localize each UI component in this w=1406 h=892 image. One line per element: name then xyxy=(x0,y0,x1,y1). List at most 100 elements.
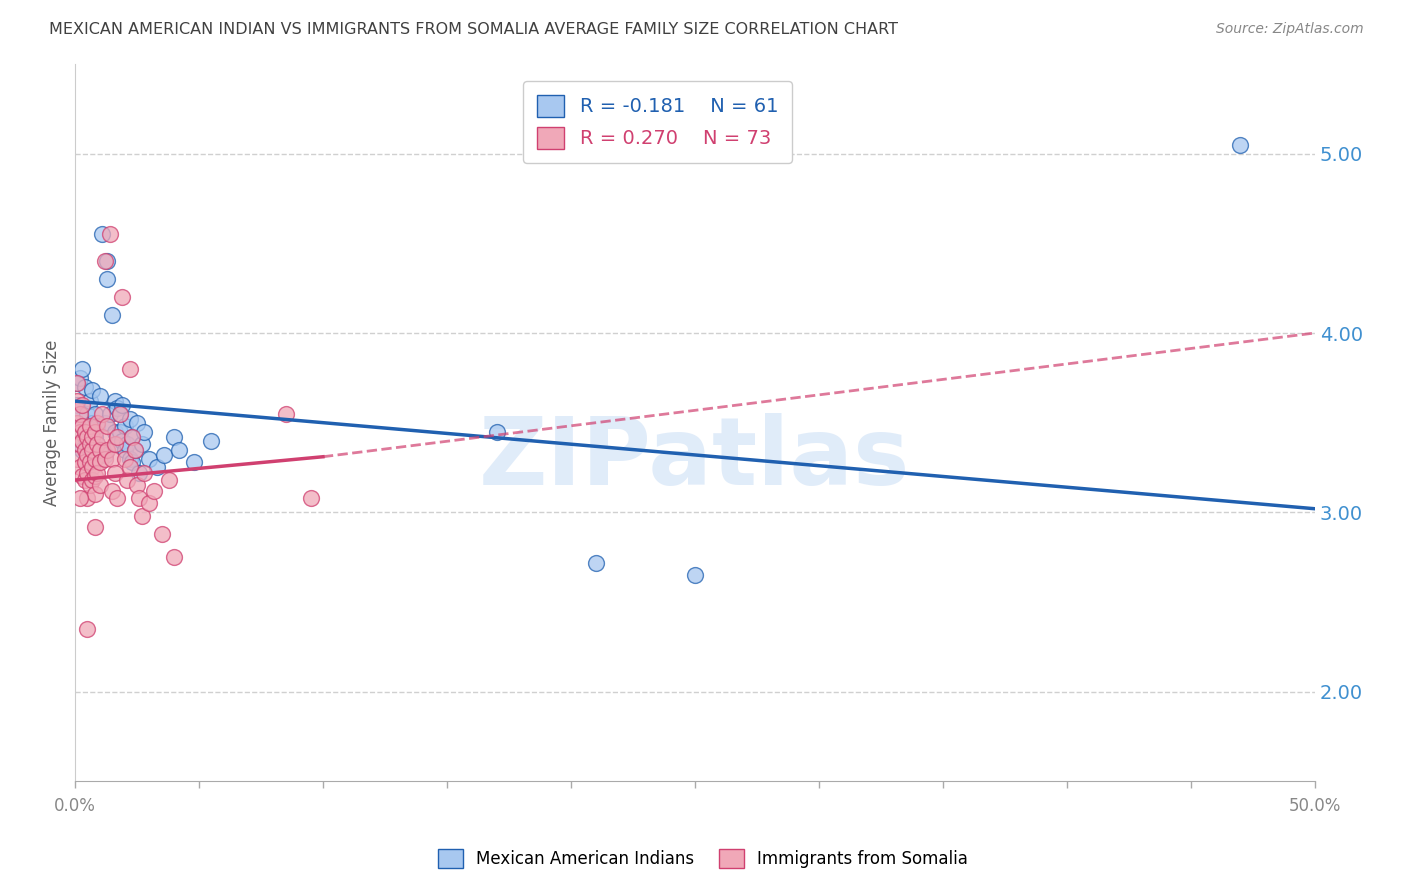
Point xyxy=(104,466,127,480)
Point xyxy=(101,451,124,466)
Point xyxy=(94,254,117,268)
Point xyxy=(98,227,121,242)
Point xyxy=(72,434,94,448)
Point xyxy=(82,442,104,457)
Point xyxy=(585,556,607,570)
Point xyxy=(69,371,91,385)
Point xyxy=(73,455,96,469)
Point xyxy=(76,407,98,421)
Point xyxy=(66,394,89,409)
Point xyxy=(134,466,156,480)
Point xyxy=(131,437,153,451)
Point xyxy=(76,622,98,636)
Point xyxy=(89,478,111,492)
Point xyxy=(128,466,150,480)
Point xyxy=(134,425,156,439)
Point xyxy=(69,460,91,475)
Point xyxy=(124,442,146,457)
Point xyxy=(118,460,141,475)
Point xyxy=(89,442,111,457)
Point xyxy=(115,473,138,487)
Point xyxy=(76,437,98,451)
Point xyxy=(114,451,136,466)
Point xyxy=(96,254,118,268)
Point xyxy=(79,455,101,469)
Point xyxy=(82,473,104,487)
Point xyxy=(163,550,186,565)
Point xyxy=(101,483,124,498)
Text: Source: ZipAtlas.com: Source: ZipAtlas.com xyxy=(1216,22,1364,37)
Point xyxy=(82,434,104,448)
Point xyxy=(157,473,180,487)
Point xyxy=(105,491,128,505)
Point xyxy=(79,437,101,451)
Point xyxy=(82,384,104,398)
Point xyxy=(125,478,148,492)
Point xyxy=(94,448,117,462)
Point xyxy=(105,401,128,416)
Point xyxy=(69,437,91,451)
Point xyxy=(76,466,98,480)
Legend: Mexican American Indians, Immigrants from Somalia: Mexican American Indians, Immigrants fro… xyxy=(432,842,974,875)
Point xyxy=(118,362,141,376)
Point xyxy=(114,442,136,457)
Point xyxy=(86,466,108,480)
Point xyxy=(138,451,160,466)
Point xyxy=(118,412,141,426)
Point xyxy=(150,526,173,541)
Point xyxy=(121,430,143,444)
Point xyxy=(72,442,94,457)
Point xyxy=(89,442,111,457)
Point xyxy=(146,460,169,475)
Point xyxy=(105,437,128,451)
Point xyxy=(118,451,141,466)
Point xyxy=(104,425,127,439)
Point xyxy=(96,442,118,457)
Point xyxy=(104,437,127,451)
Point xyxy=(83,519,105,533)
Point xyxy=(82,460,104,475)
Point xyxy=(73,473,96,487)
Point xyxy=(1229,137,1251,152)
Point xyxy=(69,407,91,421)
Point xyxy=(101,308,124,322)
Point xyxy=(111,398,134,412)
Point xyxy=(69,407,91,421)
Point xyxy=(73,442,96,457)
Point xyxy=(79,478,101,492)
Point xyxy=(83,430,105,444)
Point xyxy=(66,451,89,466)
Point xyxy=(163,430,186,444)
Legend: R = -0.181    N = 61, R = 0.270    N = 73: R = -0.181 N = 61, R = 0.270 N = 73 xyxy=(523,81,792,163)
Point xyxy=(91,430,114,444)
Point xyxy=(167,442,190,457)
Point xyxy=(108,407,131,421)
Point xyxy=(683,568,706,582)
Y-axis label: Average Family Size: Average Family Size xyxy=(44,340,60,506)
Point xyxy=(86,437,108,451)
Point xyxy=(131,508,153,523)
Point xyxy=(82,430,104,444)
Point xyxy=(89,389,111,403)
Point xyxy=(76,448,98,462)
Point xyxy=(299,491,322,505)
Point xyxy=(86,419,108,434)
Point xyxy=(66,416,89,430)
Point xyxy=(114,419,136,434)
Point xyxy=(121,455,143,469)
Point xyxy=(76,425,98,439)
Point xyxy=(121,430,143,444)
Point xyxy=(73,425,96,439)
Point xyxy=(108,407,131,421)
Point xyxy=(111,290,134,304)
Point xyxy=(89,455,111,469)
Point xyxy=(98,407,121,421)
Point xyxy=(108,425,131,439)
Point xyxy=(72,398,94,412)
Point xyxy=(91,227,114,242)
Point xyxy=(96,419,118,434)
Point xyxy=(73,430,96,444)
Text: MEXICAN AMERICAN INDIAN VS IMMIGRANTS FROM SOMALIA AVERAGE FAMILY SIZE CORRELATI: MEXICAN AMERICAN INDIAN VS IMMIGRANTS FR… xyxy=(49,22,898,37)
Point xyxy=(485,425,508,439)
Point xyxy=(72,419,94,434)
